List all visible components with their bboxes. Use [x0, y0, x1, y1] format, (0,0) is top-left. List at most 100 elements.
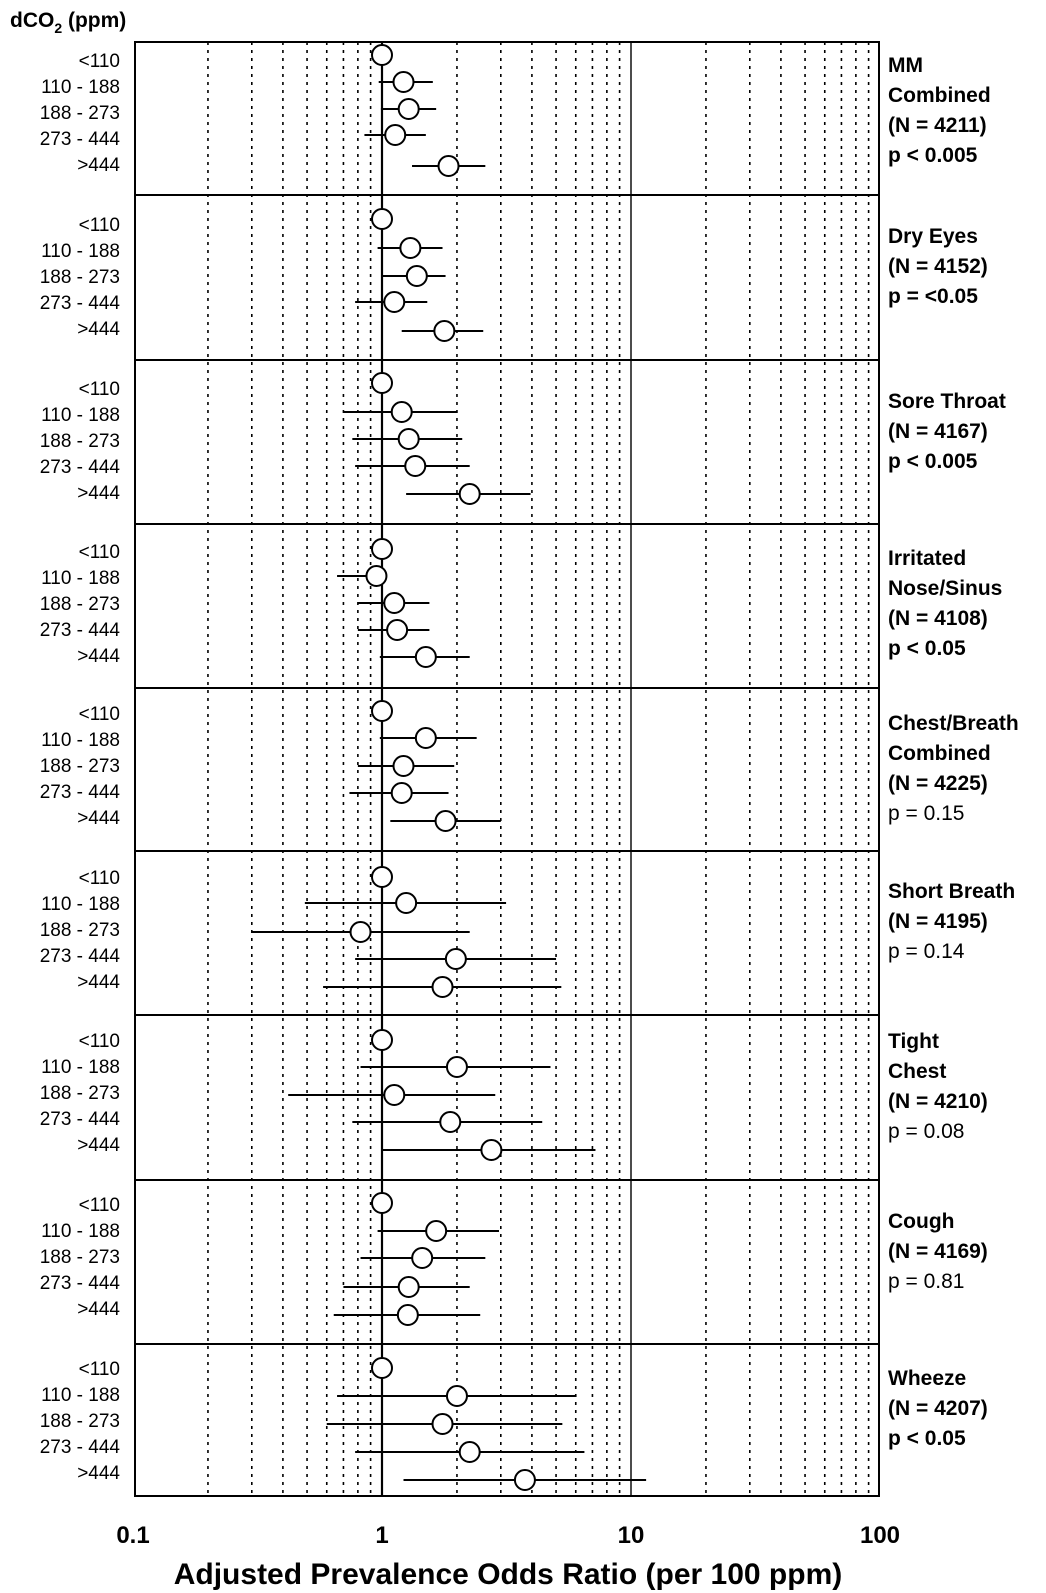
- odds-ratio-point: [404, 455, 427, 477]
- panel-label: p < 0.05: [888, 1427, 966, 1450]
- x-tick-label: 1: [375, 1522, 388, 1549]
- category-label: 273 - 444: [40, 129, 121, 150]
- odds-ratio-point: [371, 372, 393, 394]
- odds-ratio-point: [392, 71, 415, 93]
- odds-ratio-point: [513, 1469, 536, 1491]
- panel-label: MM: [888, 54, 923, 77]
- odds-ratio-point: [431, 976, 454, 998]
- odds-ratio-point: [371, 866, 393, 888]
- odds-ratio-point: [383, 592, 406, 614]
- category-label: >444: [77, 1299, 120, 1320]
- odds-ratio-point: [431, 1413, 454, 1435]
- category-label: <110: [79, 51, 120, 72]
- panel: <110 110 - 188 188 - 273 273 - 444 >444 Chest…: [40, 700, 1019, 832]
- odds-ratio-point: [405, 265, 428, 287]
- panel-label: Wheeze: [888, 1367, 966, 1390]
- panel-label: (N = 4211): [888, 114, 987, 137]
- category-label: 110 - 188: [41, 1057, 120, 1078]
- odds-ratio-point: [390, 401, 413, 423]
- x-tick-label: 0.1: [116, 1522, 149, 1549]
- category-label: <110: [79, 868, 120, 889]
- odds-ratio-point: [444, 948, 467, 970]
- category-label: 110 - 188: [41, 894, 120, 915]
- category-label: 110 - 188: [41, 77, 120, 98]
- category-label: 110 - 188: [41, 1385, 120, 1406]
- odds-ratio-point: [371, 1357, 393, 1379]
- odds-ratio-point: [392, 755, 415, 777]
- category-label: 110 - 188: [41, 241, 120, 262]
- x-tick-label: 10: [618, 1522, 645, 1549]
- panel-label: Dry Eyes: [888, 225, 978, 248]
- panel-label: Irritated: [888, 547, 966, 570]
- panel: <110 110 - 188 188 - 273 273 - 444 >444 Irrit…: [40, 538, 1002, 668]
- odds-ratio-point: [371, 538, 393, 560]
- odds-ratio-point: [399, 237, 422, 259]
- panel-label: p = <0.05: [888, 285, 978, 308]
- panels: <110 110 - 188 188 - 273 273 - 444 >444 MM Com…: [40, 41, 1019, 1497]
- panel-label: p = 0.15: [888, 802, 964, 825]
- odds-ratio-point: [458, 483, 481, 505]
- panel-label: p < 0.005: [888, 450, 978, 473]
- odds-ratio-point: [425, 1220, 448, 1242]
- category-label: 110 - 188: [41, 1221, 120, 1242]
- odds-ratio-point: [383, 1084, 406, 1106]
- odds-ratio-point: [437, 155, 460, 177]
- category-label: 188 - 273: [40, 1411, 120, 1432]
- category-label: 188 - 273: [40, 431, 120, 452]
- odds-ratio-point: [480, 1139, 503, 1161]
- odds-ratio-point: [371, 44, 393, 66]
- panel-label: Short Breath: [888, 880, 1015, 903]
- odds-ratio-point: [371, 208, 393, 230]
- odds-ratio-point: [411, 1247, 434, 1269]
- plot-frame: [134, 41, 880, 1497]
- category-label: 273 - 444: [40, 457, 121, 478]
- panel: <110 110 - 188 188 - 273 273 - 444 >444 Short…: [40, 866, 1015, 998]
- category-label: >444: [77, 646, 120, 667]
- odds-ratio-point: [397, 1276, 420, 1298]
- category-label: 110 - 188: [41, 405, 120, 426]
- category-label: <110: [79, 542, 120, 563]
- panel-label: p = 0.08: [888, 1120, 964, 1143]
- panel-label: (N = 4108): [888, 607, 988, 630]
- category-label: >444: [77, 1135, 120, 1156]
- category-label: 273 - 444: [40, 946, 121, 967]
- odds-ratio-point: [384, 124, 407, 146]
- odds-ratio-point: [433, 320, 456, 342]
- panel-label: p = 0.14: [888, 940, 965, 963]
- category-label: <110: [79, 1359, 120, 1380]
- panel: <110 110 - 188 188 - 273 273 - 444 >444 Tight…: [40, 1029, 988, 1161]
- panel-label: Sore Throat: [888, 390, 1006, 413]
- category-label: 273 - 444: [40, 620, 121, 641]
- category-label: 188 - 273: [40, 756, 120, 777]
- panel-label: Chest/Breath: [888, 712, 1019, 735]
- panel-label: (N = 4195): [888, 910, 988, 933]
- category-label: <110: [79, 1031, 120, 1052]
- category-label: 110 - 188: [41, 730, 120, 751]
- odds-ratio-point: [349, 921, 372, 943]
- category-label: 273 - 444: [40, 1273, 121, 1294]
- x-axis: 0.1 1 10 100: [116, 1522, 900, 1549]
- category-label: <110: [79, 379, 120, 400]
- panel-label: Chest: [888, 1060, 946, 1083]
- odds-ratio-point: [445, 1385, 468, 1407]
- odds-ratio-point: [383, 291, 406, 313]
- category-label: >444: [77, 1463, 120, 1484]
- panel-label: (N = 4167): [888, 420, 988, 443]
- panel-label: (N = 4210): [888, 1090, 988, 1113]
- panel-label: Nose/Sinus: [888, 577, 1002, 600]
- panel-label: (N = 4152): [888, 255, 988, 278]
- odds-ratio-point: [395, 892, 418, 914]
- category-label: >444: [77, 972, 120, 993]
- category-label: 188 - 273: [40, 1247, 120, 1268]
- panel-label: Combined: [888, 84, 991, 107]
- category-label: 110 - 188: [41, 568, 120, 589]
- odds-ratio-point: [458, 1441, 481, 1463]
- x-axis-title: Adjusted Prevalence Odds Ratio (per 100 …: [174, 1558, 843, 1591]
- odds-ratio-point: [434, 810, 457, 832]
- category-label: 188 - 273: [40, 920, 120, 941]
- panel-label: p = 0.81: [888, 1270, 964, 1293]
- category-label: >444: [77, 319, 120, 340]
- category-label: 188 - 273: [40, 1083, 120, 1104]
- category-label: 273 - 444: [40, 1109, 121, 1130]
